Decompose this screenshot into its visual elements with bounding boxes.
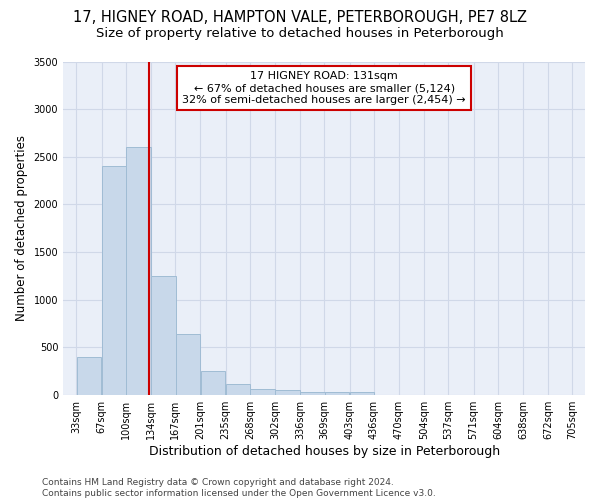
Bar <box>350 392 374 394</box>
Bar <box>275 390 300 394</box>
X-axis label: Distribution of detached houses by size in Peterborough: Distribution of detached houses by size … <box>149 444 500 458</box>
Bar <box>151 276 176 394</box>
Bar <box>250 389 275 394</box>
Bar <box>176 334 200 394</box>
Bar <box>102 166 127 394</box>
Y-axis label: Number of detached properties: Number of detached properties <box>15 135 28 321</box>
Text: Size of property relative to detached houses in Peterborough: Size of property relative to detached ho… <box>96 28 504 40</box>
Text: 17, HIGNEY ROAD, HAMPTON VALE, PETERBOROUGH, PE7 8LZ: 17, HIGNEY ROAD, HAMPTON VALE, PETERBORO… <box>73 10 527 25</box>
Bar <box>300 392 325 394</box>
Bar <box>77 356 101 395</box>
Text: Contains HM Land Registry data © Crown copyright and database right 2024.
Contai: Contains HM Land Registry data © Crown c… <box>42 478 436 498</box>
Bar <box>226 384 250 394</box>
Bar <box>126 147 151 394</box>
Bar <box>200 371 226 394</box>
Bar <box>325 392 349 394</box>
Text: 17 HIGNEY ROAD: 131sqm
← 67% of detached houses are smaller (5,124)
32% of semi-: 17 HIGNEY ROAD: 131sqm ← 67% of detached… <box>182 72 466 104</box>
